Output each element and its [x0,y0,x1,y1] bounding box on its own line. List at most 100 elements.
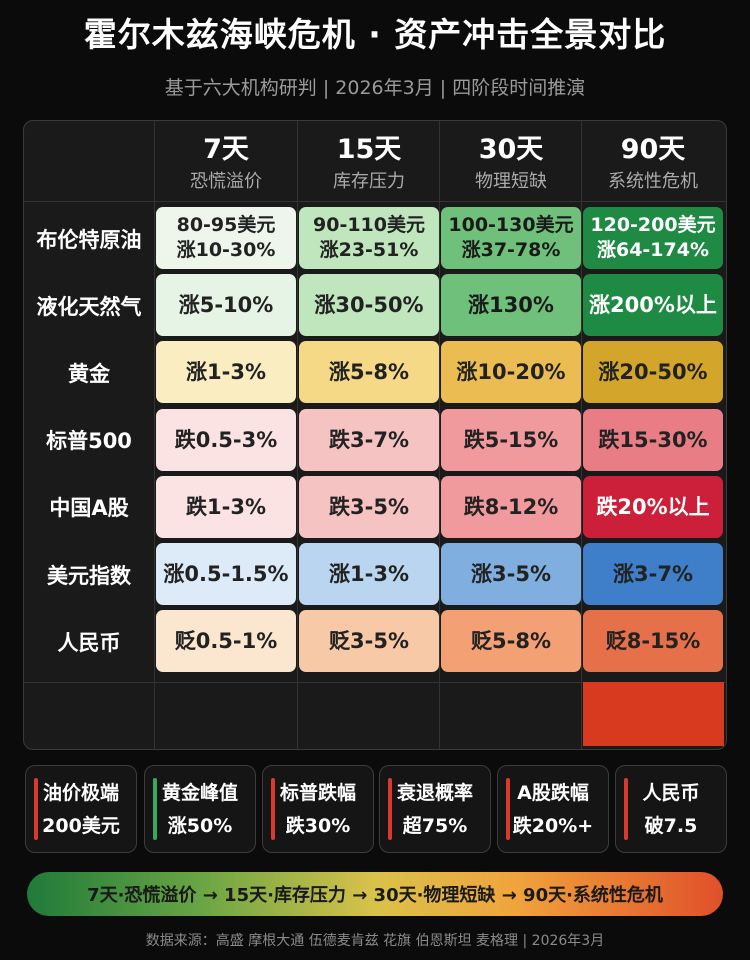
comparison-table: 7天 恐慌溢价 15天 库存压力 30天 物理短缺 90天 系统性危机 布伦特原… [23,120,727,750]
cell-line: 跌3-7% [329,427,409,452]
cell-line: 涨37-78% [461,239,561,261]
cell-line: 涨0.5-1.5% [163,562,289,586]
card-value: 200美元 [42,815,120,837]
row-label: 液化天然气 [36,294,142,319]
cell-line: 涨1-3% [329,562,409,586]
page-title: 霍尔木兹海峡危机 · 资产冲击全景对比 [83,15,667,54]
cell-line: 100-130美元 [448,214,574,236]
column-phase: 恐慌溢价 [190,171,262,192]
table-cell: 贬5-8% [441,610,581,673]
cell-line: 涨10-30% [176,239,276,261]
table-cell: 涨3-7% [583,543,723,605]
card-value: 跌30% [285,815,351,837]
table-cell: 涨30-50% [299,274,439,337]
table-cell: 涨0.5-1.5% [156,543,296,605]
column-header-90d: 90天 系统性危机 [582,121,724,201]
cell-line: 跌1-3% [186,494,266,519]
accent-bar [34,778,38,840]
cell-line: 120-200美元 [590,214,716,236]
row-label: 中国A股 [49,496,129,521]
accent-bar [506,778,510,840]
column-phase: 库存压力 [333,171,405,192]
accent-bar [624,778,628,840]
critical-highlight-block [583,682,724,746]
table-cell: 涨1-3% [156,341,296,404]
cell-line: 涨5-8% [329,360,409,385]
card-title: 衰退概率 [396,782,473,804]
cell-line: 涨20-50% [598,360,708,385]
column-header-30d: 30天 物理短缺 [440,121,582,201]
cell-line: 涨23-51% [319,239,419,261]
cell-line: 跌3-5% [329,494,409,519]
accent-bar [271,778,275,840]
row-label: 标普500 [46,429,132,454]
table-cell: 涨20-50% [583,341,723,404]
table-cell: 跌8-12% [441,475,581,538]
table-cell: 涨130% [441,274,581,337]
table-cell: 涨1-3% [299,543,439,605]
column-day: 30天 [478,134,544,165]
cell-line: 涨200%以上 [589,293,717,318]
card-value: 涨50% [167,815,233,837]
cell-line: 涨1-3% [186,360,266,385]
row-label: 人民币 [57,630,121,655]
row-label: 黄金 [68,361,110,386]
accent-bar [388,778,392,840]
table-cell: 120-200美元 涨64-174% [583,207,723,269]
timeline-bar: 7天·恐慌溢价 → 15天·库存压力 → 30天·物理短缺 → 90天·系统性危… [27,872,723,916]
cell-line: 涨10-20% [456,360,566,385]
summary-card: 标普跌幅 跌30% [262,765,374,853]
table-cell: 跌1-3% [156,475,296,538]
table-cell: 贬0.5-1% [156,610,296,673]
column-day: 7天 [203,134,249,165]
grid-line [581,121,582,749]
summary-card: 黄金峰值 涨50% [144,765,256,853]
table-cell: 贬8-15% [583,610,723,673]
table-cell: 80-95美元 涨10-30% [156,207,296,269]
cell-line: 贬3-5% [329,629,409,654]
table-cell: 100-130美元 涨37-78% [441,207,581,269]
grid-line [24,201,726,202]
cell-line: 跌0.5-3% [174,427,278,452]
table-cell: 跌3-7% [299,408,439,471]
cell-line: 跌8-12% [463,494,559,519]
summary-card: 人民币破7.5 [615,765,727,853]
table-cell: 跌15-30% [583,408,723,471]
table-cell: 涨5-8% [299,341,439,404]
table-cell: 贬3-5% [299,610,439,673]
table-cell: 涨3-5% [441,543,581,605]
card-title: 人民币 [642,782,700,804]
cell-line: 跌15-30% [598,427,708,452]
grid-line [154,121,155,749]
cell-line: 涨5-10% [178,293,274,318]
table-cell: 90-110美元 涨23-51% [299,207,439,269]
table-cell: 跌20%以上 [583,475,723,538]
cell-line: 跌20%以上 [596,494,710,519]
column-day: 90天 [620,134,686,165]
table-cell: 涨200%以上 [583,274,723,337]
data-source-footer: 数据来源：高盛 摩根大通 伍德麦肯兹 花旗 伯恩斯坦 麦格理 | 2026年3月 [145,933,605,949]
table-cell: 涨5-10% [156,274,296,337]
card-value: 跌20%+ [512,815,594,837]
table-cell: 涨10-20% [441,341,581,404]
cell-line: 涨64-174% [596,239,710,261]
grid-line [439,121,440,749]
summary-card: A股跌幅 跌20%+ [497,765,609,853]
cell-line: 涨30-50% [314,293,424,318]
row-label: 布伦特原油 [36,227,142,252]
card-value: 破7.5 [644,815,698,837]
column-header-7d: 7天 恐慌溢价 [155,121,297,201]
cell-line: 贬0.5-1% [174,629,278,654]
card-title: 油价极端 [42,782,119,804]
cell-line: 涨3-5% [471,562,551,586]
card-value: 超75% [402,815,468,837]
table-cell: 跌5-15% [441,408,581,471]
cell-line: 涨130% [468,293,554,318]
cell-line: 涨3-7% [613,562,693,586]
summary-card: 油价极端 200美元 [25,765,137,853]
cell-line: 贬5-8% [471,629,551,654]
cell-line: 跌5-15% [463,427,559,452]
table-cell: 跌0.5-3% [156,408,296,471]
cell-line: 80-95美元 [176,214,276,236]
grid-line [24,682,726,683]
